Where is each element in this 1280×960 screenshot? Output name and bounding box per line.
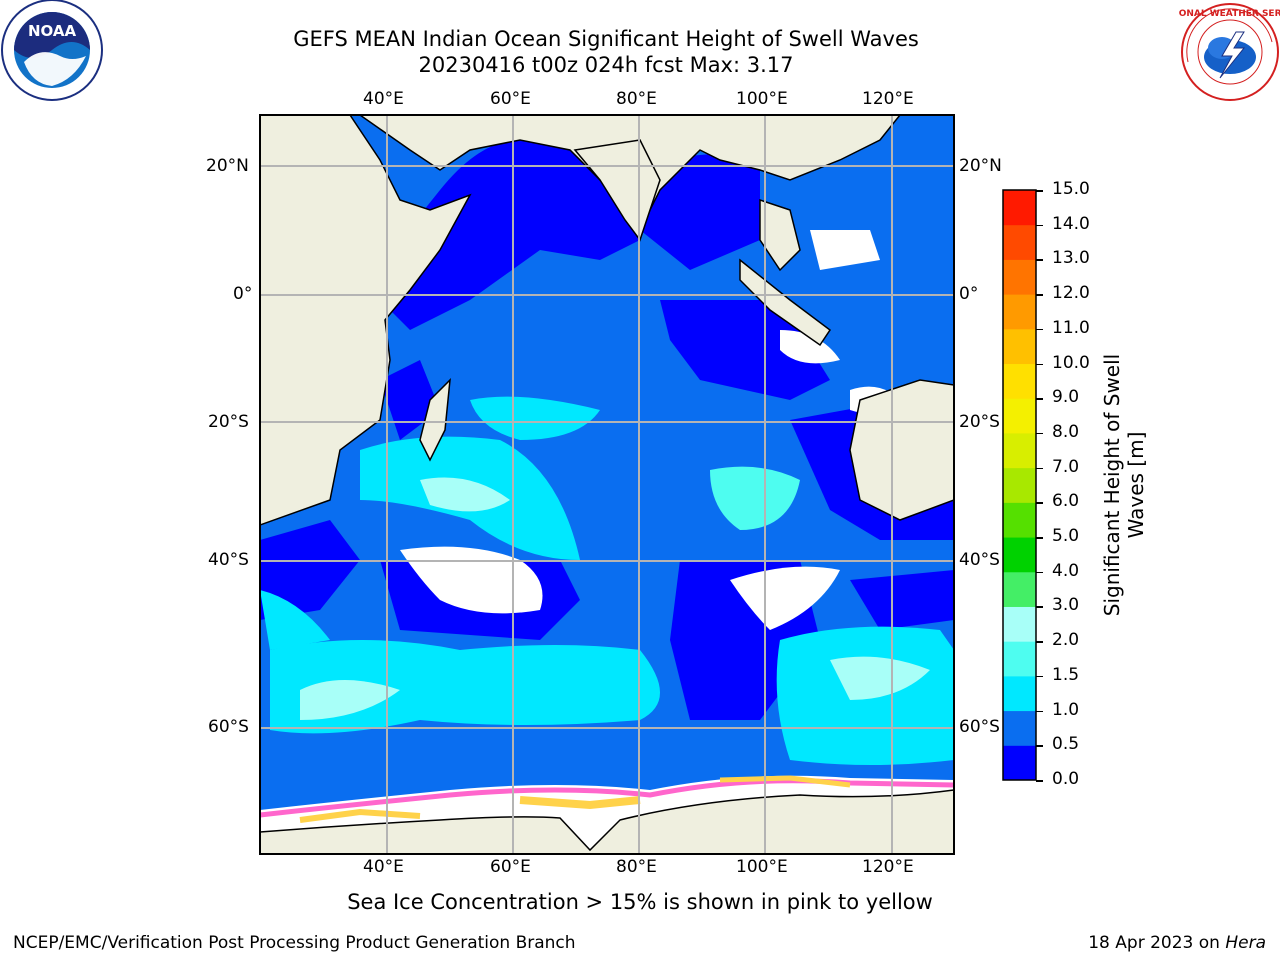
colorbar-tick-label: 2.0 (1052, 630, 1080, 651)
colorbar-tick (1036, 710, 1043, 713)
colorbar-band (1003, 606, 1036, 642)
lon-label-bottom: 40°E (363, 857, 404, 877)
colorbar-tick (1036, 780, 1043, 782)
colorbar-band (1003, 259, 1036, 295)
map-frame (259, 114, 955, 855)
colorbar-tick-label: 1.5 (1052, 664, 1080, 685)
colorbar-band (1003, 398, 1036, 434)
colorbar-tick-label: 0.0 (1052, 769, 1080, 789)
colorbar-tick (1036, 294, 1043, 296)
colorbar-band (1003, 641, 1036, 677)
land-australia (849, 379, 954, 521)
lat-label-right: 0° (959, 284, 979, 304)
lat-label-left: 20°N (206, 156, 249, 176)
noaa-logo: NOAA (1, 0, 103, 101)
land-madagascar (419, 377, 451, 462)
colorbar-label-line2: Waves [m] (1124, 431, 1148, 539)
colorbar-tick-label: 9.0 (1052, 387, 1080, 408)
colorbar-band (1003, 675, 1036, 712)
colorbar-label: Significant Height of Swell Waves [m] (1100, 205, 1148, 765)
credit-date: 18 Apr 2023 on (1088, 933, 1226, 953)
lat-label-right: 40°S (959, 550, 1000, 570)
colorbar-tick-label: 13.0 (1052, 248, 1090, 269)
lon-label-top: 60°E (490, 89, 531, 109)
lon-label-bottom: 60°E (490, 857, 531, 877)
colorbar-tick (1036, 745, 1043, 747)
colorbar-tick-label: 0.5 (1052, 734, 1080, 755)
colorbar-tick (1036, 675, 1043, 678)
colorbar (1002, 189, 1037, 781)
colorbar-tick-label: 12.0 (1052, 283, 1090, 304)
colorbar-band (1003, 190, 1036, 226)
noaa-logo-text: NOAA (28, 22, 77, 40)
colorbar-tick-label: 5.0 (1052, 526, 1080, 547)
lon-label-top: 40°E (363, 89, 404, 109)
map-title: GEFS MEAN Indian Ocean Significant Heigh… (293, 27, 919, 51)
colorbar-tick (1036, 467, 1043, 470)
colorbar-band (1003, 502, 1036, 538)
colorbar-label-line1: Significant Height of Swell (1100, 353, 1124, 617)
lat-label-right: 60°S (959, 717, 1000, 737)
colorbar-tick (1036, 259, 1043, 261)
colorbar-tick-label: 6.0 (1052, 491, 1080, 512)
nws-logo: NATIONAL WEATHER SERVICE (1178, 3, 1280, 101)
land-sumatra (739, 258, 832, 347)
nws-logo-text: NATIONAL WEATHER SERVICE (1178, 9, 1280, 19)
lat-label-left: 0° (233, 284, 253, 304)
lat-label-right: 20°S (959, 412, 1000, 432)
colorbar-tick (1036, 606, 1043, 608)
credit-host: Hera (1225, 933, 1266, 953)
colorbar-band (1003, 710, 1036, 746)
colorbar-band (1003, 537, 1036, 573)
colorbar-tick (1036, 224, 1043, 227)
colorbar-tick (1036, 398, 1043, 400)
colorbar-tick-label: 1.0 (1052, 699, 1080, 720)
lon-label-bottom: 120°E (862, 857, 914, 877)
lon-label-bottom: 80°E (616, 857, 657, 877)
colorbar-tick (1036, 363, 1043, 366)
colorbar-band (1003, 745, 1036, 781)
colorbar-band (1003, 363, 1036, 399)
colorbar-tick (1036, 537, 1043, 539)
credit-right: 18 Apr 2023 on Hera (1088, 933, 1266, 953)
colorbar-band (1003, 571, 1036, 607)
colorbar-tick (1036, 502, 1043, 504)
colorbar-band (1003, 224, 1036, 260)
colorbar-tick (1036, 432, 1043, 435)
credit-left: NCEP/EMC/Verification Post Processing Pr… (13, 933, 576, 953)
colorbar-tick-label: 11.0 (1052, 317, 1090, 338)
colorbar-tick-label: 8.0 (1052, 421, 1080, 442)
colorbar-tick (1036, 190, 1043, 192)
lat-label-left: 40°S (208, 550, 249, 570)
lat-label-right: 20°N (959, 156, 1002, 176)
colorbar-band (1003, 467, 1036, 503)
lon-label-top: 120°E (862, 89, 914, 109)
lon-label-bottom: 100°E (736, 857, 788, 877)
lon-label-top: 100°E (736, 89, 788, 109)
colorbar-band (1003, 294, 1036, 330)
colorbar-tick-label: 7.0 (1052, 456, 1080, 477)
sea-ice-note: Sea Ice Concentration > 15% is shown in … (347, 890, 933, 914)
colorbar-tick-label: 10.0 (1052, 352, 1090, 373)
colorbar-tick (1036, 641, 1043, 643)
colorbar-band (1003, 432, 1036, 469)
lon-label-top: 80°E (616, 89, 657, 109)
colorbar-tick-label: 15.0 (1052, 179, 1090, 199)
lat-label-left: 60°S (208, 717, 249, 737)
colorbar-tick (1036, 571, 1043, 574)
graticule (260, 115, 954, 854)
colorbar-tick-label: 14.0 (1052, 213, 1090, 234)
lat-label-left: 20°S (208, 412, 249, 432)
colorbar-band (1003, 328, 1036, 365)
colorbar-tick-label: 3.0 (1052, 595, 1080, 616)
colorbar-tick-label: 4.0 (1052, 560, 1080, 581)
colorbar-tick (1036, 328, 1043, 331)
map-subtitle: 20230416 t00z 024h fcst Max: 3.17 (418, 53, 794, 77)
